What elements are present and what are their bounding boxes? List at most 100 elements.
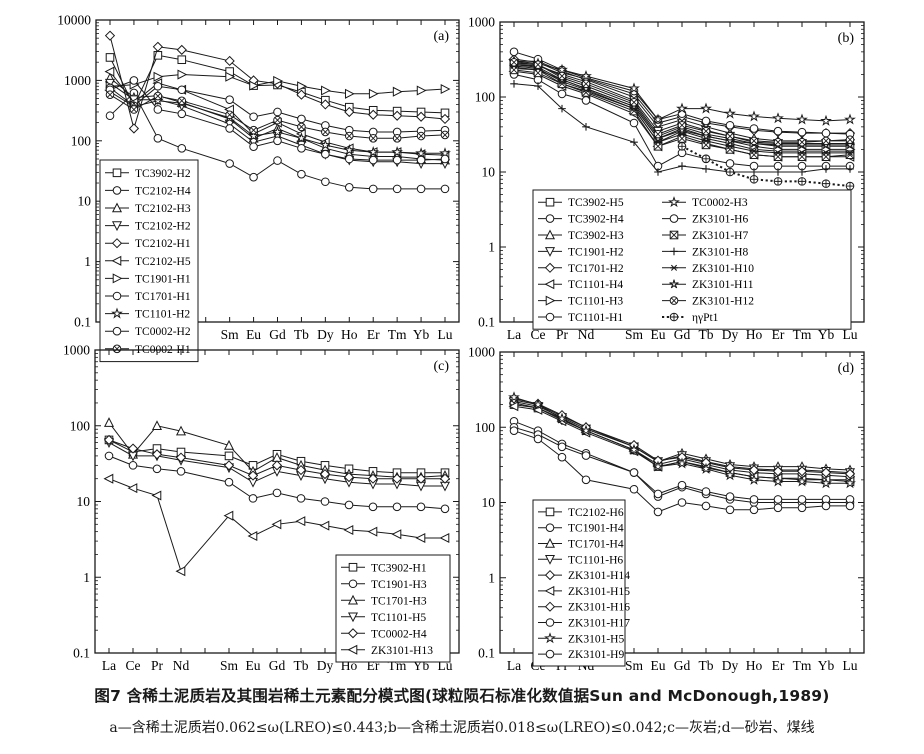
panel-c-point-tc0002-h4 — [223, 460, 235, 471]
panel-c-legend-item: ZK3101-H13 — [371, 645, 433, 657]
panel-d-point-zk3101-h17 — [749, 495, 759, 504]
panel-b-xtick-label: Er — [772, 327, 785, 342]
panel-b-point-zk3101-h12 — [727, 133, 733, 140]
panel-a-legend-item: TC0002-H2 — [135, 326, 191, 338]
panel-d-point-zk3101-h9 — [725, 505, 735, 515]
panel-b-point-zk3101-h7 — [821, 152, 831, 161]
panel-b-legend-marker — [545, 214, 555, 223]
panel-d-point-zk3101-h5 — [508, 391, 520, 403]
panel-b-point-zk3101-h8 — [774, 168, 782, 176]
panel-c-point-tc0002-h4 — [151, 449, 163, 460]
panel-b-point-zk3101-h12 — [511, 59, 517, 66]
panel-c-point-tc0002-h4 — [391, 473, 403, 484]
panel-b-point-zk3101-h10 — [798, 149, 806, 156]
panel-c-point-zk3101-h13 — [271, 519, 282, 530]
panel-d-legend-item: TC1701-H4 — [568, 539, 624, 551]
panel-a-line-tc1101-h2 — [109, 91, 445, 154]
panel-c-point-tc0002-h4 — [415, 473, 427, 484]
panel-d-legend-marker — [544, 569, 556, 581]
panel-c-point-zk3101-h13 — [247, 531, 258, 542]
panel-a-point-tc2102-h4 — [344, 182, 354, 192]
panel-b-legend-item: ZK3101-H10 — [692, 263, 754, 275]
panel-a-ytick-label: 10000 — [57, 13, 91, 28]
panel-d-point-zk3101-h5 — [700, 462, 712, 474]
panel-b-xtick-label: Nd — [578, 327, 595, 342]
panel-b-ytick-label: 10 — [482, 165, 496, 180]
panel-d-point-zk3101-h5 — [772, 475, 784, 487]
panel-b-point-pt1 — [702, 154, 710, 163]
panel-c-legend-marker — [348, 579, 358, 589]
panel-c-legend-item: TC1701-H3 — [371, 595, 427, 607]
panel-a-point-tc2102-h4 — [392, 184, 402, 194]
panel-a-xtick-label: Dy — [317, 327, 334, 342]
panel-b-line-zk3101-h8 — [513, 83, 850, 173]
panel-d-series-zk3101-h9 — [509, 426, 855, 517]
panel-b-point-zk3101-h6 — [581, 96, 591, 105]
panel-c-point-tc0002-h4 — [103, 434, 115, 446]
panel-d-legend-marker — [544, 585, 555, 596]
panel-a-point-tc0002-h1 — [178, 97, 185, 104]
panel-b-point-zk3101-h10 — [750, 148, 758, 155]
panel-c-legend-item: TC3902-H1 — [371, 562, 427, 574]
panel-b-point-zk3101-h12 — [775, 139, 781, 146]
panel-d-legend-marker — [544, 632, 556, 644]
panel-a-point-tc0002-h2 — [368, 155, 378, 165]
panel-b-legend-item: TC1101-H4 — [568, 279, 623, 291]
panel-b-xtick-label: La — [507, 327, 521, 342]
panel-a-legend-marker — [111, 202, 123, 213]
panel-a-point-tc1701-h1 — [177, 85, 187, 95]
panel-b-point-zk3101-h8 — [582, 123, 590, 131]
panel-b-point-zk3101-h8 — [558, 104, 566, 113]
panel-a-point-tc2102-h4 — [153, 133, 163, 143]
panel-d-ytick-label: 1 — [488, 570, 495, 585]
panel-a-point-tc2102-h4 — [249, 172, 258, 182]
panel-a-point-tc1901-h1 — [368, 88, 379, 99]
panel-a-legend-item: TC1701-H1 — [135, 291, 191, 303]
panel-b-point-zk3101-h7 — [797, 152, 807, 161]
panel-b-point-zk3101-h10 — [774, 149, 782, 156]
panel-c-point-tc1901-h3 — [248, 494, 258, 503]
panel-b-point-zk3101-h10 — [822, 149, 830, 156]
panel-b-xtick-label: Lu — [843, 327, 858, 342]
panel-a-point-tc0002-h2 — [153, 105, 163, 114]
panel-c-point-tc1901-h3 — [296, 494, 306, 503]
panel-a-legend-marker — [112, 186, 122, 195]
panel-c-point-tc1701-h3 — [175, 425, 187, 436]
panel-c-xtick-label: Dy — [317, 658, 334, 673]
panel-d-point-zk3101-h15 — [508, 401, 519, 412]
panel-a-point-tc0002-h1 — [130, 106, 137, 113]
panel-d-xtick-label: Tb — [699, 658, 714, 673]
panel-a-legend-marker — [112, 291, 122, 301]
panel-b-point-tc0002-h3 — [652, 113, 664, 125]
panel-a-point-tc2102-h1 — [392, 110, 403, 121]
panel-b-point-zk3101-h12 — [631, 99, 637, 106]
panel-b-series-zk3101-h12 — [509, 58, 855, 147]
panel-d-point-zk3101-h17 — [653, 489, 663, 499]
panel-d-point-zk3101-h9 — [581, 475, 591, 485]
panel-b-legend-marker — [544, 247, 556, 257]
panel-b-xtick-label: Tm — [793, 327, 812, 342]
panel-b-line-pt1 — [681, 145, 851, 187]
panel-d-point-zk3101-h9 — [821, 501, 831, 511]
panel-a-legend-item: TC2102-H3 — [135, 203, 191, 215]
panel-b-point-tc0002-h3 — [556, 63, 568, 75]
panel-d-point-zk3101-h9 — [629, 484, 639, 494]
panel-d-xtick-label: Sm — [625, 658, 644, 673]
panel-b-xtick-label: Sm — [625, 327, 644, 342]
panel-b-legend-marker — [671, 297, 677, 304]
panel-a-point-tc1101-h2 — [319, 138, 332, 151]
panel-b-point-zk3101-h12 — [799, 139, 805, 146]
panel-c-point-zk3101-h13 — [367, 526, 378, 537]
panel-a-legend-item: TC1901-H1 — [135, 273, 191, 285]
panel-d-point-zk3101-h5 — [844, 477, 856, 489]
panel-c-xtick-label: Tb — [294, 658, 309, 673]
panel-b-series-zk3101-h7 — [509, 65, 855, 161]
panel-a-point-tc3902-h2 — [105, 53, 115, 62]
panel-c-xtick-label: Nd — [173, 658, 190, 673]
panel-a-ytick-label: 1 — [84, 254, 91, 269]
panel-a-point-tc1101-h2 — [295, 132, 308, 144]
panel-d-xtick-label: Dy — [722, 658, 739, 673]
panel-b-point-zk3101-h11 — [677, 125, 687, 135]
panel-b-point-tc0002-h3 — [820, 114, 832, 126]
panel-a-legend-marker — [112, 326, 122, 336]
